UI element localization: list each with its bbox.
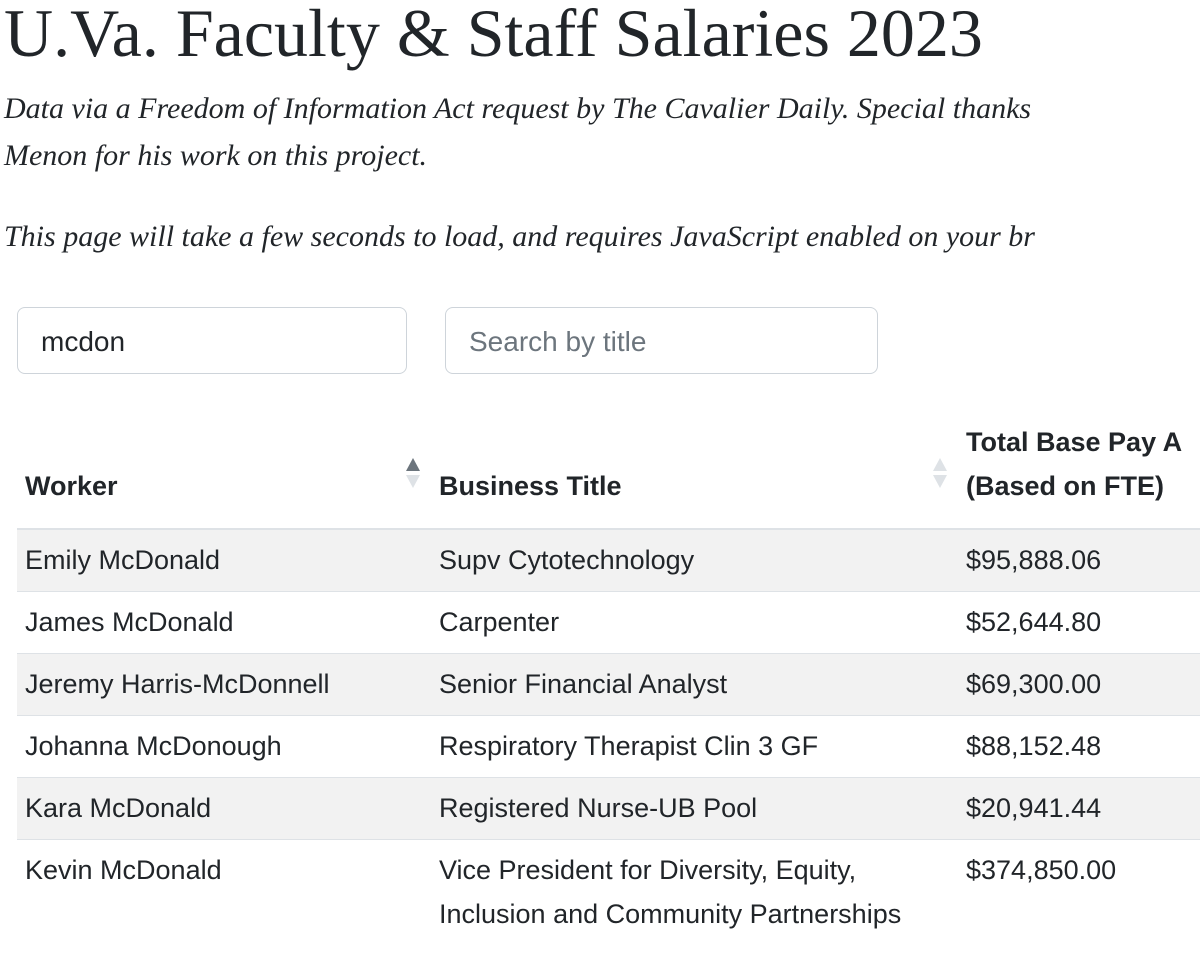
table-cell: Senior Financial Analyst bbox=[431, 653, 958, 716]
load-note: This page will take a few seconds to loa… bbox=[4, 220, 1035, 253]
column-header[interactable]: Business Title bbox=[431, 420, 958, 530]
header-text: Business Title bbox=[439, 471, 622, 501]
header-text: (Based on FTE) bbox=[966, 471, 1165, 501]
table-cell: $69,300.00 bbox=[958, 653, 1200, 716]
sort-up bbox=[406, 458, 420, 471]
table-cell: $374,850.00 bbox=[958, 839, 1200, 950]
table-cell: Kevin McDonald bbox=[17, 839, 431, 950]
table-cell: Kara McDonald bbox=[17, 777, 431, 840]
sort-icon[interactable] bbox=[405, 456, 421, 490]
table-cell: Vice President for Diversity, Equity, In… bbox=[431, 839, 958, 950]
table-cell: $52,644.80 bbox=[958, 591, 1200, 654]
table-cell: $20,941.44 bbox=[958, 777, 1200, 840]
intro-line: Menon for his work on this project. bbox=[4, 139, 428, 172]
table-cell: Carpenter bbox=[431, 591, 958, 654]
name-search[interactable]: mcdon bbox=[17, 307, 407, 374]
table-row: Jeremy Harris-McDonnell Senior Financial … bbox=[17, 653, 1200, 716]
column-header[interactable]: Worker bbox=[17, 420, 431, 530]
intro-line: Data via a Freedom of Information Act re… bbox=[4, 92, 1032, 125]
table-cell: $88,152.48 bbox=[958, 715, 1200, 778]
table-cell: Supv Cytotechnology bbox=[431, 528, 958, 592]
header-text: Total Base Pay A bbox=[966, 427, 1183, 457]
table-cell: $95,888.06 bbox=[958, 528, 1200, 592]
sort-down bbox=[406, 475, 420, 488]
salary-table: Worker Business Title Total Base Pay A (Bas… bbox=[17, 420, 1200, 950]
table-cell: James McDonald bbox=[17, 591, 431, 654]
header-text: Worker bbox=[25, 471, 118, 501]
column-header[interactable]: Total Base Pay A (Based on FTE) bbox=[958, 420, 1200, 530]
table-cell: Respiratory Therapist Clin 3 GF bbox=[431, 715, 958, 778]
table-cell: Jeremy Harris-McDonnell bbox=[17, 653, 431, 716]
table-row: Johanna McDonough Respiratory Therapist C… bbox=[17, 715, 1200, 778]
sort-up bbox=[933, 458, 947, 471]
table-cell: Johanna McDonough bbox=[17, 715, 431, 778]
sort-down bbox=[933, 475, 947, 488]
table-cell: Emily McDonald bbox=[17, 528, 431, 592]
table-row: James McDonald Carpenter $52,644.80 bbox=[17, 591, 1200, 654]
table-row: Kevin McDonald Vice President for Diversi… bbox=[17, 839, 1200, 950]
page-title: U.Va. Faculty & Staff Salaries 2023 bbox=[4, 0, 983, 71]
title-search[interactable]: Search by title bbox=[445, 307, 878, 374]
table-cell: Registered Nurse-UB Pool bbox=[431, 777, 958, 840]
sort-icon[interactable] bbox=[932, 456, 948, 490]
table-row: Kara McDonald Registered Nurse-UB Pool $20… bbox=[17, 777, 1200, 840]
table-row: Emily McDonald Supv Cytotechnology $95,888… bbox=[17, 528, 1200, 592]
